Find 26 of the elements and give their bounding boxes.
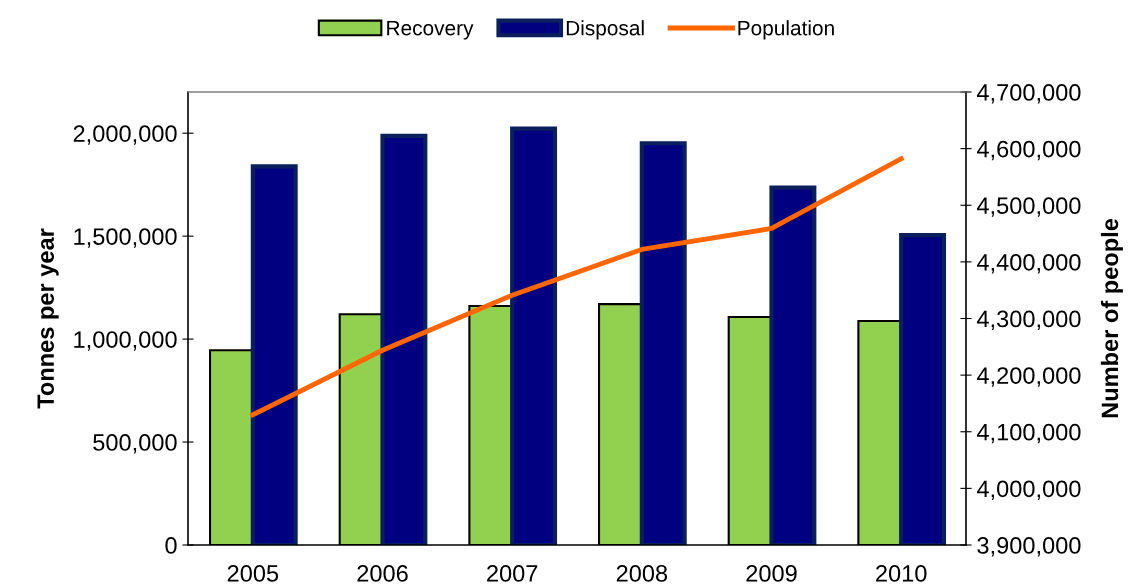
legend-label: Disposal: [566, 20, 644, 40]
y2-axis-title: Number of people: [1100, 218, 1123, 418]
y2-tick-label: 4,300,000: [976, 310, 1081, 331]
x-tick-label: 2006: [357, 565, 408, 582]
y-tick-label: 2,000,000: [73, 125, 177, 145]
x-tick-label: 2007: [487, 565, 538, 582]
x-tick-label: 2010: [876, 565, 927, 582]
y2-tick-label: 4,600,000: [976, 140, 1081, 161]
y-tick-label: 1,000,000: [74, 331, 177, 351]
y2-tick-label: 4,100,000: [976, 423, 1081, 444]
x-tick-label: 2009: [746, 565, 797, 582]
x-tick-label: 2008: [616, 565, 668, 582]
y2-tick-label: 4,000,000: [976, 480, 1081, 500]
line-series: [250, 156, 904, 418]
legend-label: Population: [738, 20, 834, 40]
y2-tick-label: 4,500,000: [976, 197, 1081, 217]
y-tick-label: 1,500,000: [74, 228, 177, 248]
y-tick-label: 500,000: [93, 434, 177, 454]
legend-label: Recovery: [387, 20, 474, 40]
y2-tick-label: 4,200,000: [976, 367, 1081, 387]
y-tick-label: 0: [165, 537, 177, 554]
y2-tick-label: 3,900,000: [977, 537, 1081, 557]
x-tick-label: 2005: [227, 565, 279, 582]
y2-tick-label: 4,700,000: [976, 84, 1081, 104]
y2-tick-label: 4,400,000: [976, 253, 1081, 274]
y-axis-title: Tonnes per year: [37, 228, 59, 409]
